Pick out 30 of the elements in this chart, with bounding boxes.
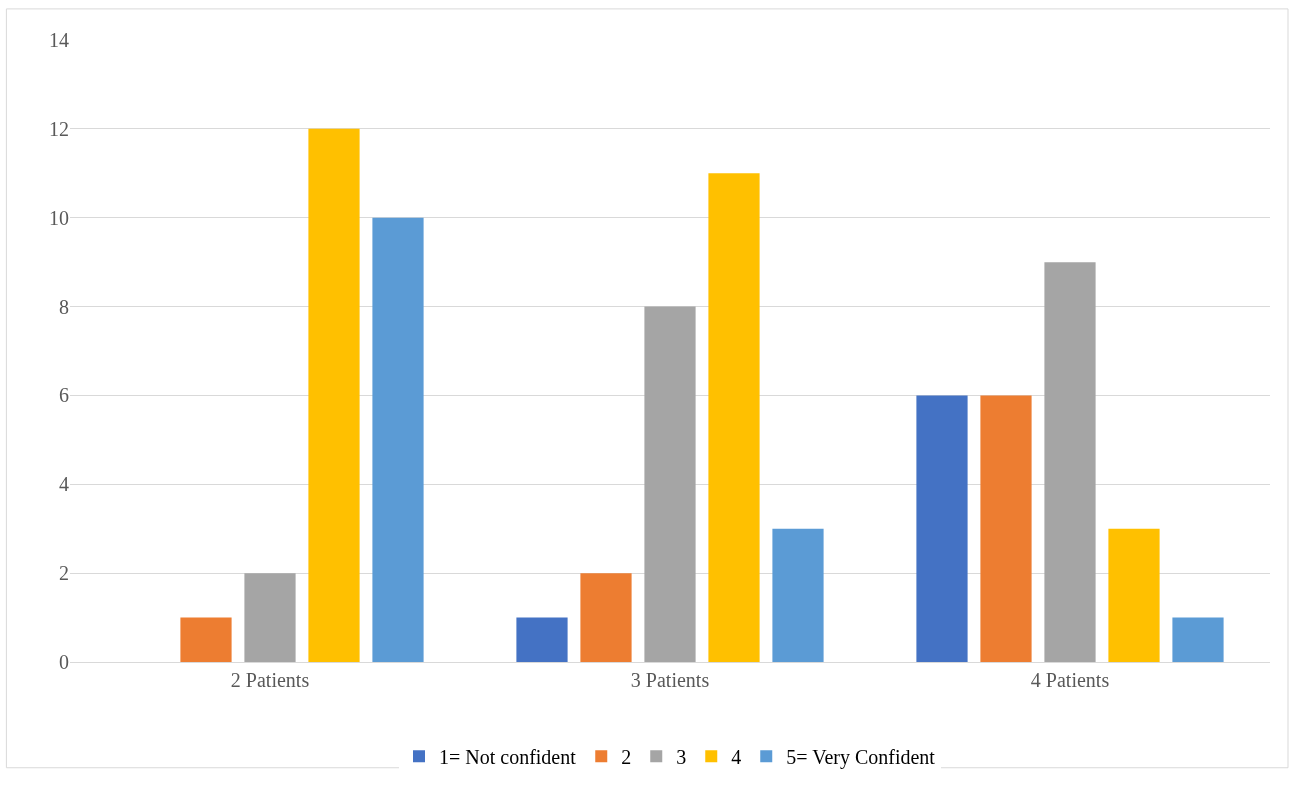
bar (244, 573, 296, 662)
y-tick-label: 10 (49, 206, 69, 229)
y-tick-label: 14 (49, 29, 69, 51)
bar (1108, 528, 1160, 662)
y-tick-label: 12 (49, 117, 69, 140)
y-tick-label: 4 (59, 473, 69, 496)
bar (180, 617, 232, 662)
legend-label: 3 (676, 745, 687, 768)
bar (1172, 617, 1224, 662)
y-tick-label: 8 (59, 295, 69, 318)
x-tick-label: 4 Patients (1030, 669, 1110, 691)
bar (372, 217, 424, 662)
legend-label: 2 (621, 745, 632, 768)
y-tick-label: 0 (59, 651, 69, 673)
bar (1044, 262, 1096, 662)
y-tick-label: 6 (59, 384, 69, 407)
bar (916, 395, 968, 662)
x-tick-label: 2 Patients (230, 669, 310, 691)
legend-label: 1= Not confident (439, 745, 577, 768)
legend-label: 4 (731, 745, 742, 768)
bar (516, 617, 568, 662)
bar (644, 306, 696, 662)
bar (580, 573, 632, 662)
bar (980, 395, 1032, 662)
y-tick-label: 2 (59, 562, 69, 585)
legend-label: 5= Very Confident (786, 745, 936, 769)
bar (772, 528, 824, 662)
bar (308, 128, 360, 662)
bar (708, 173, 760, 662)
x-tick-label: 3 Patients (630, 669, 710, 691)
